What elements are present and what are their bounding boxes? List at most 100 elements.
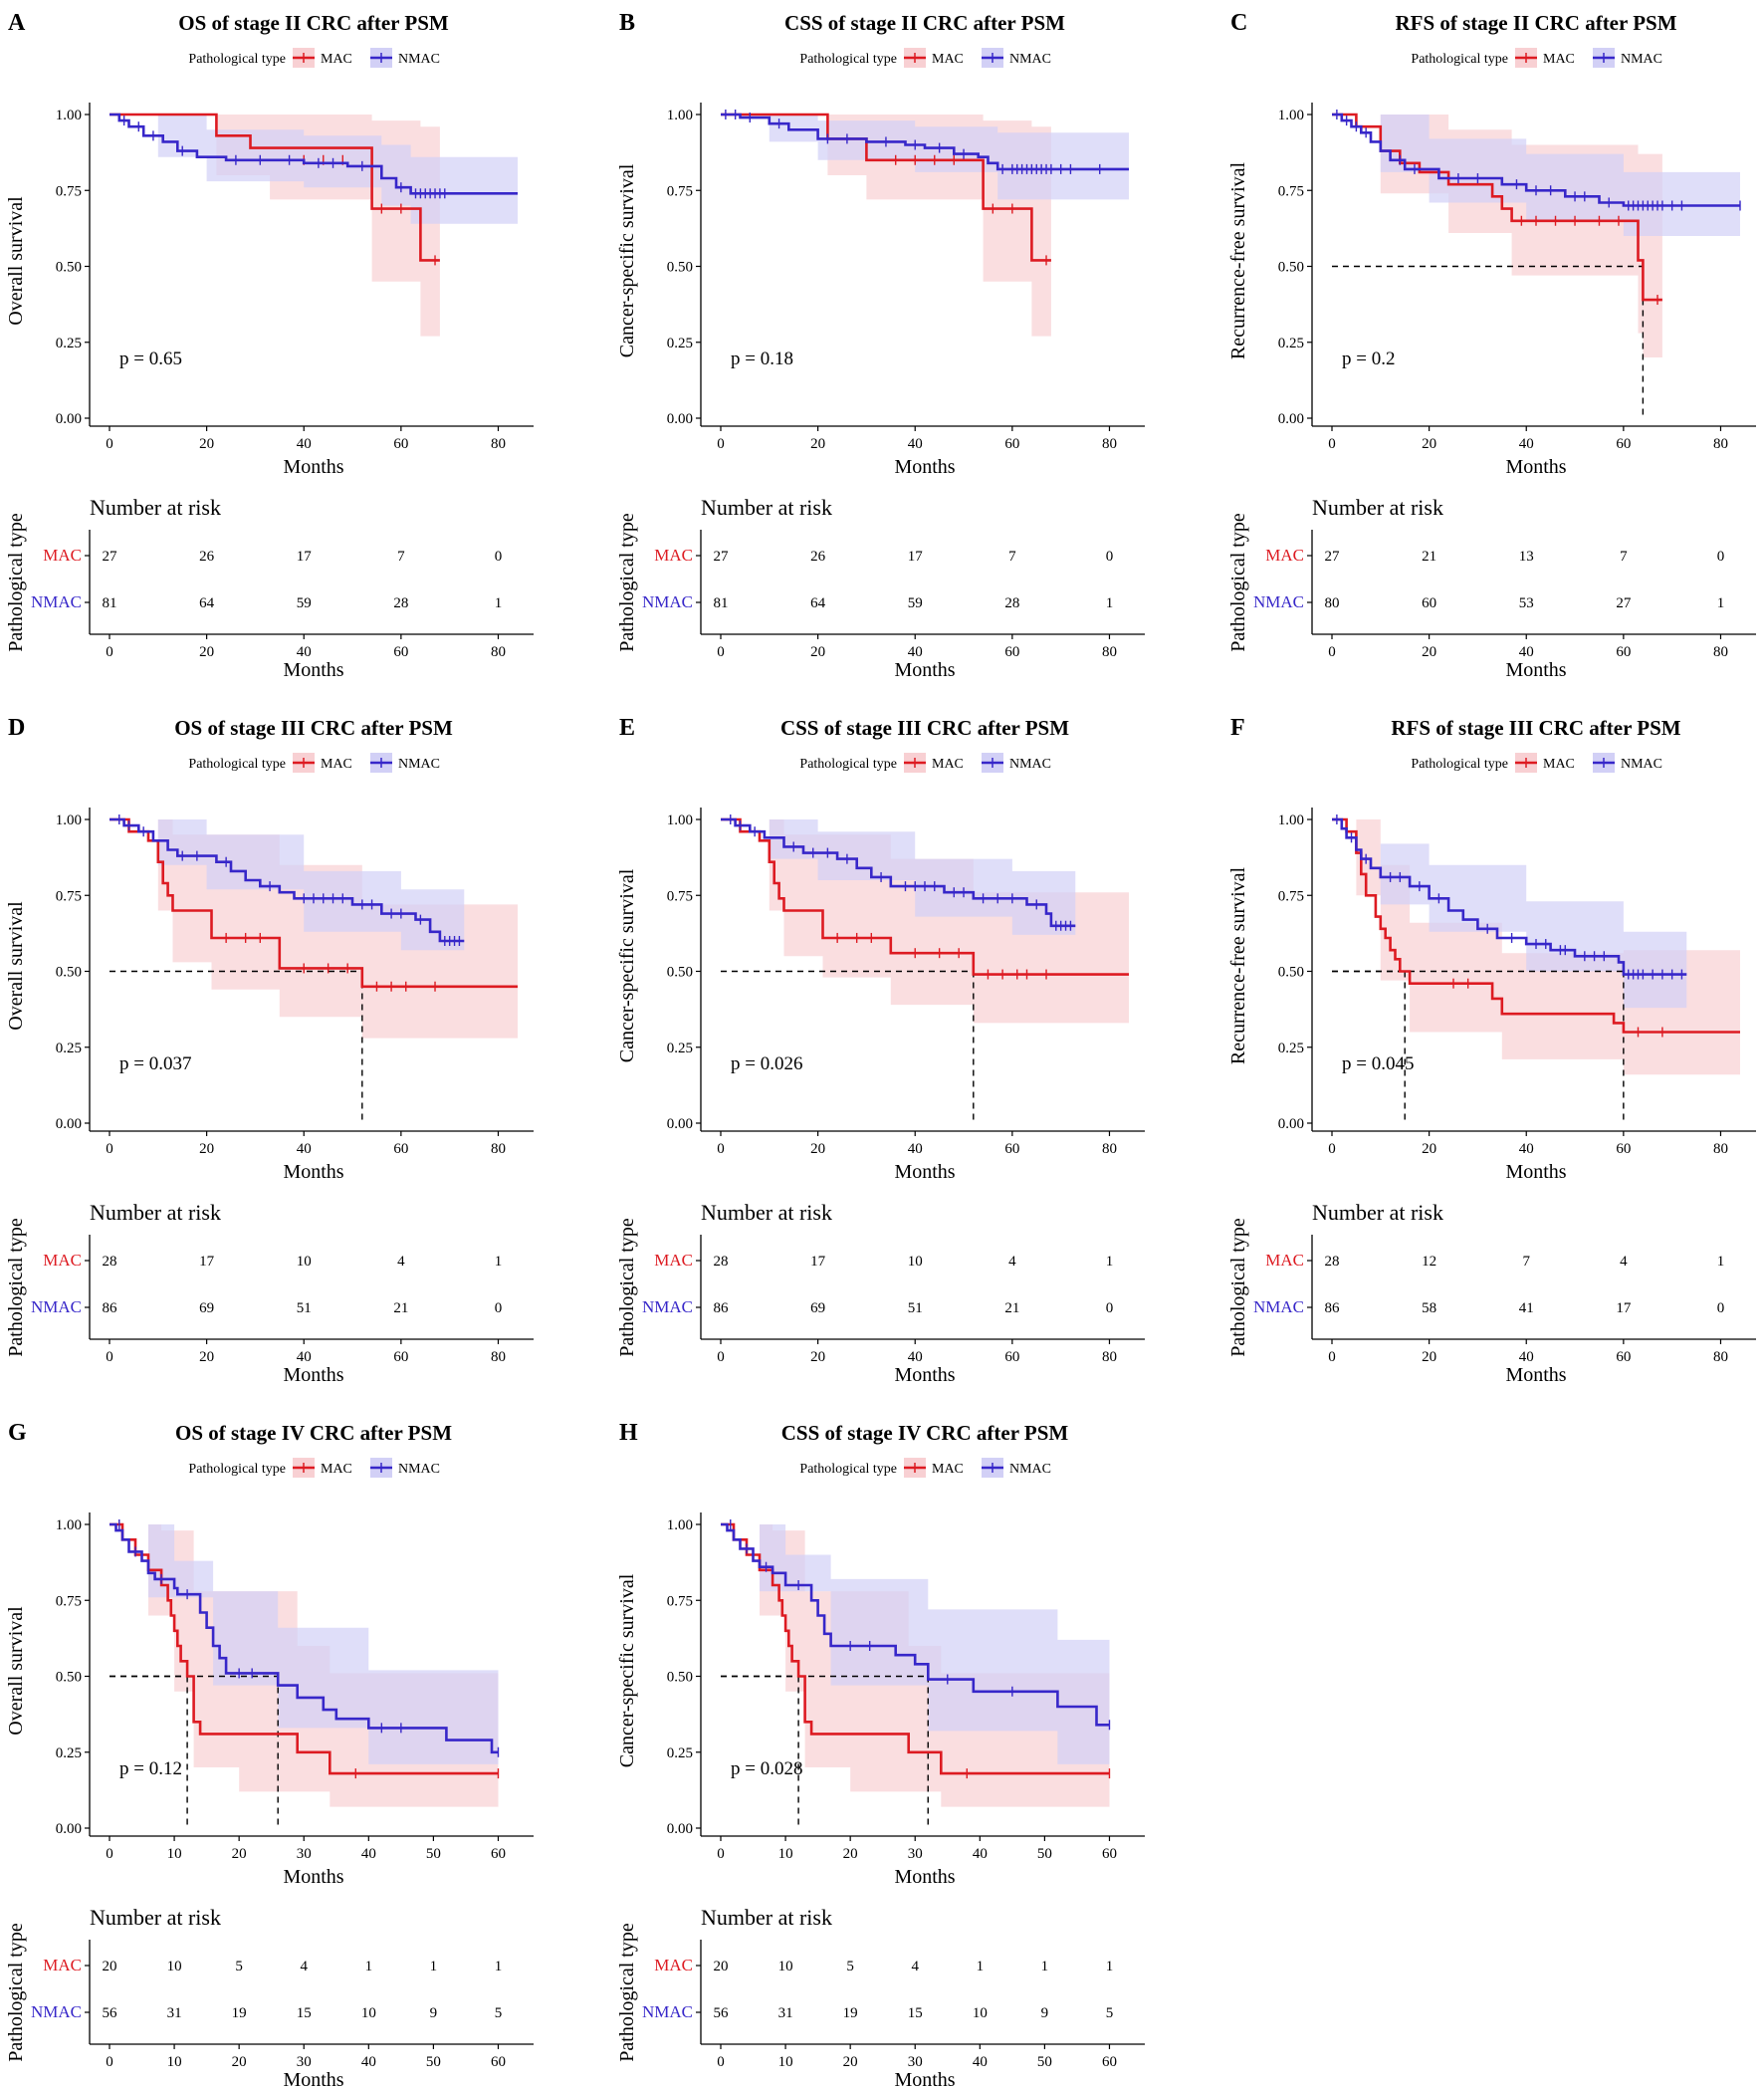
risk-count-mac: 7 bbox=[1008, 549, 1016, 565]
panel-b: B CSS of stage II CRC after PSM Pathologic… bbox=[616, 10, 1145, 681]
x-tick-label: 20 bbox=[1422, 436, 1436, 452]
y-tick-label: 0.50 bbox=[56, 260, 82, 276]
panel-letter: B bbox=[619, 10, 635, 36]
risk-count-nmac: 19 bbox=[232, 2005, 247, 2021]
risk-x-tick-label: 0 bbox=[106, 2054, 113, 2070]
legend-title: Pathological type bbox=[188, 1462, 286, 1477]
y-axis-title: Cancer-specific survival bbox=[616, 1573, 638, 1767]
y-tick-label: 1.00 bbox=[667, 108, 693, 123]
risk-table-xlabel: Months bbox=[283, 2069, 343, 2089]
risk-count-nmac: 1 bbox=[495, 595, 503, 611]
risk-x-tick-label: 60 bbox=[1616, 644, 1631, 660]
x-axis-title: Months bbox=[1505, 1161, 1566, 1183]
risk-count-mac: 10 bbox=[297, 1254, 312, 1270]
risk-count-nmac: 19 bbox=[843, 2005, 858, 2021]
risk-x-tick-label: 60 bbox=[1004, 1349, 1019, 1365]
risk-count-mac: 0 bbox=[495, 549, 503, 565]
risk-count-nmac: 15 bbox=[908, 2005, 923, 2021]
risk-count-mac: 4 bbox=[911, 1959, 919, 1974]
risk-count-nmac: 28 bbox=[1004, 595, 1019, 611]
risk-row-label-nmac: NMAC bbox=[31, 592, 82, 611]
legend-label-mac: MAC bbox=[932, 52, 964, 67]
risk-table-title: Number at risk bbox=[701, 1200, 832, 1225]
risk-row-label-mac: MAC bbox=[654, 1956, 693, 1974]
x-tick-label: 0 bbox=[1328, 436, 1336, 452]
risk-count-nmac: 60 bbox=[1422, 595, 1436, 611]
risk-row-label-nmac: NMAC bbox=[1253, 592, 1304, 611]
risk-row-label-nmac: NMAC bbox=[642, 592, 693, 611]
risk-count-mac: 1 bbox=[1717, 1254, 1725, 1270]
x-tick-label: 0 bbox=[1328, 1141, 1336, 1157]
x-tick-label: 40 bbox=[297, 436, 312, 452]
panel-e: E CSS of stage III CRC after PSM Pathologi… bbox=[616, 715, 1145, 1386]
ci-band-nmac bbox=[721, 1524, 1110, 1780]
risk-count-mac: 0 bbox=[1106, 549, 1114, 565]
risk-x-tick-label: 0 bbox=[1328, 1349, 1336, 1365]
risk-count-mac: 13 bbox=[1519, 549, 1534, 565]
legend-label-mac: MAC bbox=[932, 1462, 964, 1477]
y-tick-label: 0.50 bbox=[1278, 260, 1304, 276]
risk-x-tick-label: 20 bbox=[810, 644, 825, 660]
y-tick-label: 1.00 bbox=[56, 812, 82, 828]
panel-letter: F bbox=[1230, 715, 1245, 741]
x-tick-label: 20 bbox=[232, 1846, 247, 1862]
panel-a: A OS of stage II CRC after PSM Pathologica… bbox=[5, 10, 534, 681]
risk-count-nmac: 0 bbox=[495, 1300, 503, 1316]
y-tick-label: 1.00 bbox=[667, 1517, 693, 1533]
risk-row-label-nmac: NMAC bbox=[642, 1297, 693, 1316]
x-tick-label: 40 bbox=[908, 1141, 923, 1157]
y-tick-label: 0.25 bbox=[56, 336, 82, 351]
panel-d: D OS of stage III CRC after PSM Pathologic… bbox=[5, 715, 534, 1386]
risk-table: Number at risk Pathological type MAC 28 12 7 4… bbox=[1227, 1200, 1756, 1386]
risk-table-ylabel: Pathological type bbox=[5, 1923, 27, 2062]
y-tick-label: 0.25 bbox=[667, 1041, 693, 1056]
x-tick-label: 60 bbox=[1616, 436, 1631, 452]
risk-count-mac: 7 bbox=[397, 549, 405, 565]
panel-letter: E bbox=[619, 715, 635, 741]
risk-count-mac: 17 bbox=[297, 549, 313, 565]
x-tick-label: 0 bbox=[717, 1141, 725, 1157]
x-tick-label: 60 bbox=[1004, 1141, 1019, 1157]
risk-count-mac: 1 bbox=[1106, 1254, 1114, 1270]
risk-count-nmac: 80 bbox=[1325, 595, 1340, 611]
risk-count-nmac: 69 bbox=[810, 1300, 825, 1316]
legend-title: Pathological type bbox=[1411, 757, 1508, 772]
legend-label-nmac: NMAC bbox=[398, 52, 440, 67]
y-tick-label: 0.25 bbox=[1278, 1041, 1304, 1056]
x-tick-label: 50 bbox=[426, 1846, 441, 1862]
x-tick-label: 60 bbox=[1004, 436, 1019, 452]
risk-count-mac: 28 bbox=[714, 1254, 729, 1270]
y-axis-title: Cancer-specific survival bbox=[616, 163, 638, 357]
x-tick-label: 0 bbox=[106, 1141, 113, 1157]
panel-g: G OS of stage IV CRC after PSM Pathologica… bbox=[5, 1420, 534, 2089]
risk-row-label-nmac: NMAC bbox=[31, 1297, 82, 1316]
p-value: p = 0.12 bbox=[119, 1758, 182, 1779]
x-tick-label: 0 bbox=[717, 1846, 725, 1862]
legend-label-nmac: NMAC bbox=[1621, 52, 1662, 67]
risk-count-mac: 28 bbox=[103, 1254, 117, 1270]
risk-count-nmac: 69 bbox=[199, 1300, 214, 1316]
x-axis-title: Months bbox=[894, 1866, 955, 1888]
panel-title: CSS of stage II CRC after PSM bbox=[784, 11, 1065, 35]
risk-count-nmac: 9 bbox=[1041, 2005, 1049, 2021]
risk-count-nmac: 15 bbox=[297, 2005, 312, 2021]
risk-count-mac: 26 bbox=[810, 549, 826, 565]
risk-x-tick-label: 60 bbox=[491, 2054, 506, 2070]
risk-x-tick-label: 20 bbox=[199, 1349, 214, 1365]
risk-x-tick-label: 20 bbox=[1422, 644, 1436, 660]
legend: Pathological type MAC NMAC bbox=[799, 1458, 1051, 1478]
p-value: p = 0.18 bbox=[731, 348, 793, 369]
x-tick-label: 60 bbox=[393, 1141, 408, 1157]
risk-count-nmac: 51 bbox=[297, 1300, 312, 1316]
risk-count-mac: 26 bbox=[199, 549, 215, 565]
risk-table-ylabel: Pathological type bbox=[616, 1923, 638, 2062]
panel-letter: D bbox=[8, 715, 25, 741]
risk-x-tick-label: 50 bbox=[426, 2054, 441, 2070]
legend: Pathological type MAC NMAC bbox=[1411, 48, 1662, 68]
risk-table-xlabel: Months bbox=[894, 2069, 955, 2089]
risk-count-nmac: 17 bbox=[1616, 1300, 1632, 1316]
risk-count-mac: 17 bbox=[810, 1254, 826, 1270]
x-tick-label: 0 bbox=[106, 436, 113, 452]
legend-label-nmac: NMAC bbox=[1621, 757, 1662, 772]
